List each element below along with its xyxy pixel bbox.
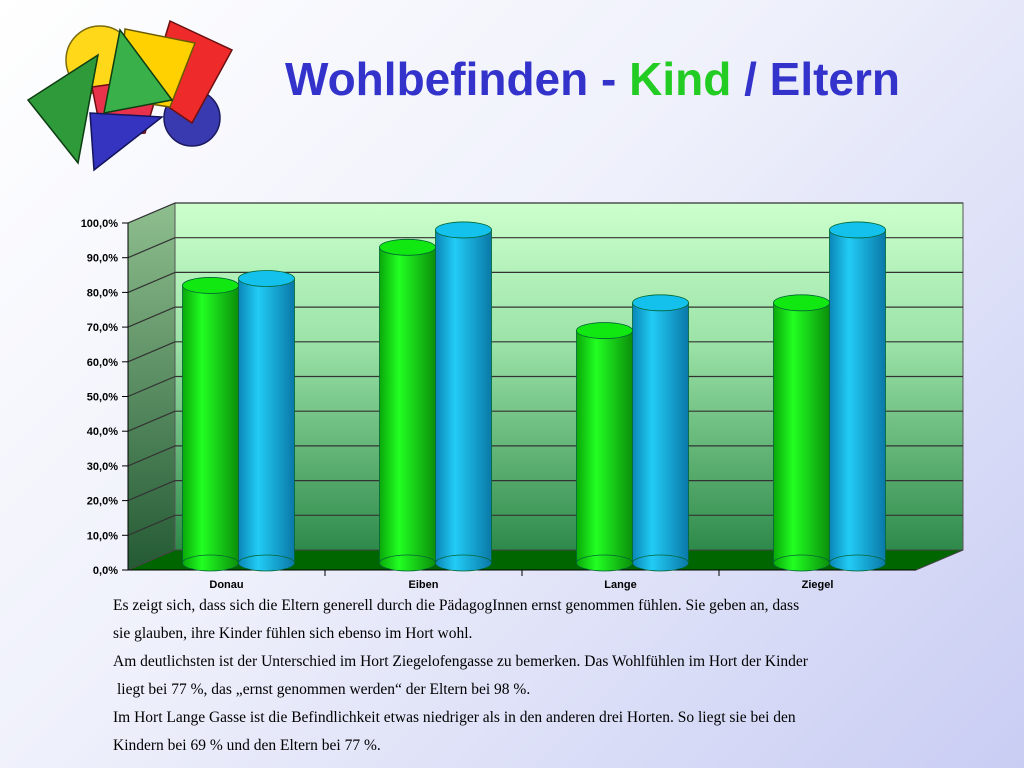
body-text-line-1: Es zeigt sich, dass sich die Eltern gene… bbox=[113, 597, 800, 614]
bar-base bbox=[435, 554, 492, 572]
bar-base bbox=[632, 554, 689, 572]
page-title: Wohlbefinden - Kind / Eltern bbox=[285, 52, 900, 106]
bar-top bbox=[576, 322, 633, 339]
y-tick-label: 20,0% bbox=[87, 496, 118, 508]
gridline-side bbox=[127, 341, 176, 363]
y-tick-label: 80,0% bbox=[87, 287, 118, 299]
y-tick-label: 10,0% bbox=[87, 530, 118, 542]
bar-base bbox=[379, 554, 436, 572]
title-part-wohlbefinden: Wohlbefinden - bbox=[285, 53, 630, 105]
bar-eiben-series-2 bbox=[435, 221, 492, 572]
bar-body bbox=[576, 330, 633, 564]
bar-base bbox=[773, 554, 830, 572]
bar-lange-series-1 bbox=[576, 322, 633, 572]
title-part-kind: Kind bbox=[629, 53, 732, 105]
bar-ziegel-series-2 bbox=[829, 221, 886, 572]
y-tick-label: 70,0% bbox=[87, 322, 118, 334]
y-tick-label: 50,0% bbox=[87, 392, 118, 404]
x-tick-label: Ziegel bbox=[802, 579, 834, 591]
body-text-line-5: Im Hort Lange Gasse ist die Befindlichke… bbox=[113, 709, 796, 726]
gridline-side bbox=[127, 410, 176, 432]
y-tick-label: 90,0% bbox=[87, 253, 118, 265]
bar-eiben-series-1 bbox=[379, 238, 436, 572]
x-tick-label: Eiben bbox=[409, 579, 439, 591]
bar-body bbox=[182, 285, 239, 564]
bar-body bbox=[379, 246, 436, 564]
x-tick-label: Donau bbox=[209, 579, 243, 591]
body-text-line-2: sie glauben, ihre Kinder fühlen sich ebe… bbox=[113, 625, 473, 642]
bar-base bbox=[238, 554, 295, 572]
y-tick-label: 60,0% bbox=[87, 357, 118, 369]
bar-body bbox=[238, 278, 295, 564]
bar-top bbox=[829, 221, 886, 239]
gridline-side bbox=[127, 480, 176, 502]
body-text-line-4: liegt bei 77 %, das „ernst genommen werd… bbox=[117, 681, 531, 698]
gridline-side bbox=[127, 202, 176, 224]
gridline-side bbox=[127, 375, 176, 398]
bar-top bbox=[238, 270, 295, 287]
bar-top bbox=[435, 221, 492, 239]
title-part-eltern: / Eltern bbox=[731, 53, 901, 105]
y-tick-label: 100,0% bbox=[81, 218, 119, 230]
geometric-shapes-logo bbox=[26, 19, 234, 172]
bar-top bbox=[632, 294, 689, 312]
gridline-side bbox=[127, 514, 176, 536]
body-text-line-6: Kindern bei 69 % und den Eltern bei 77 %… bbox=[113, 737, 381, 754]
bar-base bbox=[576, 554, 633, 572]
gridline-side bbox=[127, 271, 176, 293]
y-tick-label: 0,0% bbox=[93, 565, 118, 577]
bar-donau-series-1 bbox=[182, 277, 239, 572]
bar-ziegel-series-1 bbox=[773, 294, 830, 572]
body-text: Es zeigt sich, dass sich die Eltern gene… bbox=[113, 592, 1013, 760]
gridline-side bbox=[127, 445, 176, 467]
y-tick-label: 40,0% bbox=[87, 426, 118, 438]
bar-top bbox=[182, 277, 239, 294]
bar-body bbox=[829, 229, 886, 564]
body-text-line-3: Am deutlichsten ist der Unterschied im H… bbox=[113, 653, 808, 670]
y-tick-label: 30,0% bbox=[87, 461, 118, 473]
bar-base bbox=[182, 554, 239, 572]
x-tick-label: Lange bbox=[604, 579, 636, 591]
gridline-side bbox=[127, 237, 176, 259]
bar-body bbox=[435, 229, 492, 564]
bar-lange-series-2 bbox=[632, 294, 689, 572]
bar-body bbox=[773, 302, 830, 564]
bar-donau-series-2 bbox=[238, 270, 295, 572]
bar-body bbox=[632, 302, 689, 564]
bar-top bbox=[379, 238, 436, 256]
bar-base bbox=[829, 554, 886, 572]
bar-top bbox=[773, 294, 830, 312]
gridline-side bbox=[127, 306, 176, 328]
bar-chart: 0,0% 10,0% 20,0% 30,0% 40,0% 50,0% 60,0% 70,0% 8… bbox=[81, 202, 964, 591]
